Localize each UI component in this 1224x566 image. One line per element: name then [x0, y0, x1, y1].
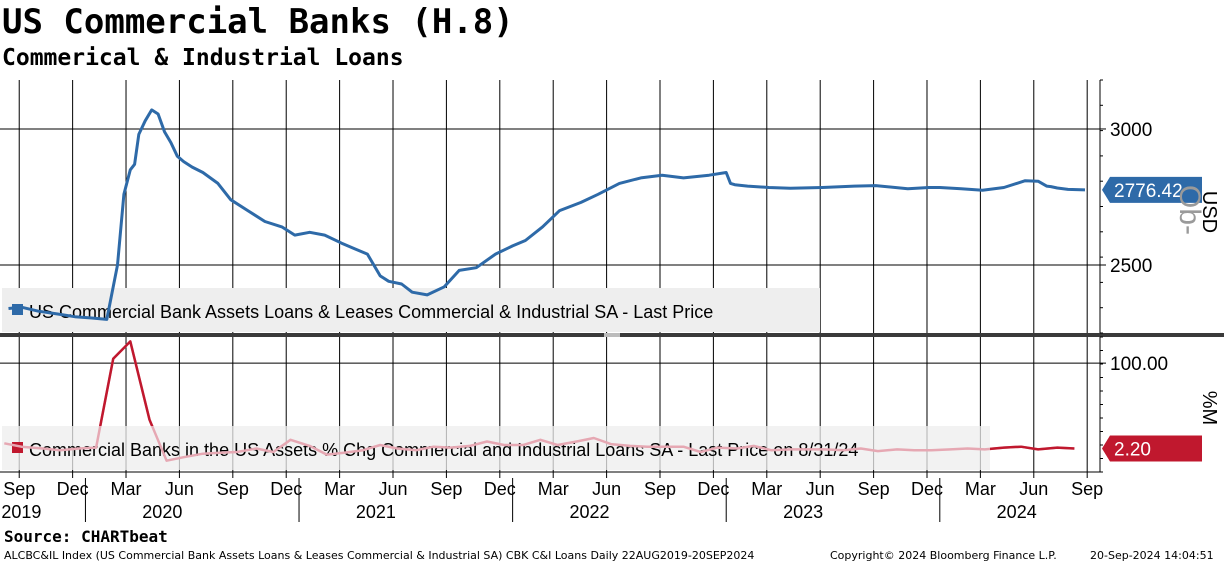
x-tick-label-month: Dec: [697, 479, 729, 499]
x-tick-label-month: Dec: [270, 479, 302, 499]
x-tick-label-month: Jun: [165, 479, 194, 499]
x-tick-label-month: Sep: [430, 479, 462, 499]
panel-divider-handle[interactable]: [604, 333, 620, 337]
series-line-faint: [4, 340, 1075, 462]
grid-layer: [0, 80, 1100, 472]
x-tick-label-month: Mar: [111, 479, 142, 499]
x-tick-label-year: 2024: [997, 502, 1037, 522]
last-value-tag: [1102, 435, 1202, 462]
upper-legend: US Commercial Bank Assets Loans & Leases…: [2, 288, 820, 332]
footer-copyright: Copyright© 2024 Bloomberg Finance L.P.: [830, 549, 1057, 562]
series-line: [8, 108, 1086, 321]
x-tick-label-month: Mar: [324, 479, 355, 499]
lower-legend-text: Commercial Banks in the US Assets % Chg …: [29, 440, 858, 460]
y-axis-title: %M: [1198, 391, 1220, 425]
y-axis-title: USD: [1198, 191, 1220, 233]
x-tick-label-year: 2019: [1, 502, 41, 522]
last-value-label: 2.20: [1114, 439, 1151, 460]
x-tick-label-month: Dec: [484, 479, 516, 499]
x-tick-label-month: Mar: [751, 479, 782, 499]
watermark-text: Ob-: [1173, 185, 1206, 235]
x-tick-label-month: Sep: [858, 479, 890, 499]
x-tick-label-year: 2021: [356, 502, 396, 522]
x-tick-label-year: 2023: [783, 502, 823, 522]
series-layer: [4, 108, 1086, 462]
footer-timestamp: 20-Sep-2024 14:04:51: [1090, 549, 1214, 562]
chart-subtitle: Commerical & Industrial Loans: [2, 45, 404, 71]
upper-legend-box: [2, 288, 820, 332]
x-tick-label-month: Sep: [3, 479, 35, 499]
lower-legend: Commercial Banks in the US Assets % Chg …: [2, 426, 990, 470]
x-tick-label-month: Sep: [644, 479, 676, 499]
footer-description: ALCBC&IL Index (US Commercial Bank Asset…: [4, 549, 755, 562]
source-label: Source: CHARTbeat: [4, 527, 168, 546]
x-tick-label-month: Sep: [217, 479, 249, 499]
x-tick-label-year: 2022: [569, 502, 609, 522]
x-tick-label-month: Mar: [965, 479, 996, 499]
x-tick-label-month: Mar: [538, 479, 569, 499]
x-tick-label-month: Dec: [57, 479, 89, 499]
x-tick-label-month: Dec: [911, 479, 943, 499]
x-tick-label-month: Jun: [378, 479, 407, 499]
last-value-label: 2776.42: [1114, 181, 1183, 202]
upper-legend-text: US Commercial Bank Assets Loans & Leases…: [29, 302, 713, 322]
lower-legend-swatch: [12, 442, 23, 453]
x-tick-label-month: Sep: [1071, 479, 1103, 499]
lower-legend-box: [2, 426, 990, 470]
y-tick-label: 3000: [1110, 120, 1152, 141]
upper-legend-swatch: [12, 304, 23, 315]
x-tick-label-month: Jun: [806, 479, 835, 499]
y-tick-label: 100.00: [1110, 354, 1168, 375]
axis-layer: Sep Dec Mar Jun Sep Dec Mar Jun Sep Dec Mar Jun Sep D…: [0, 79, 1220, 522]
chart-title: US Commercial Banks (H.8): [2, 2, 514, 42]
x-tick-label-year: 2020: [142, 502, 182, 522]
x-tick-label-month: Jun: [592, 479, 621, 499]
last-value-tag: [1102, 176, 1202, 203]
y-tick-label: 2500: [1110, 256, 1152, 277]
x-tick-label-month: Jun: [1019, 479, 1048, 499]
